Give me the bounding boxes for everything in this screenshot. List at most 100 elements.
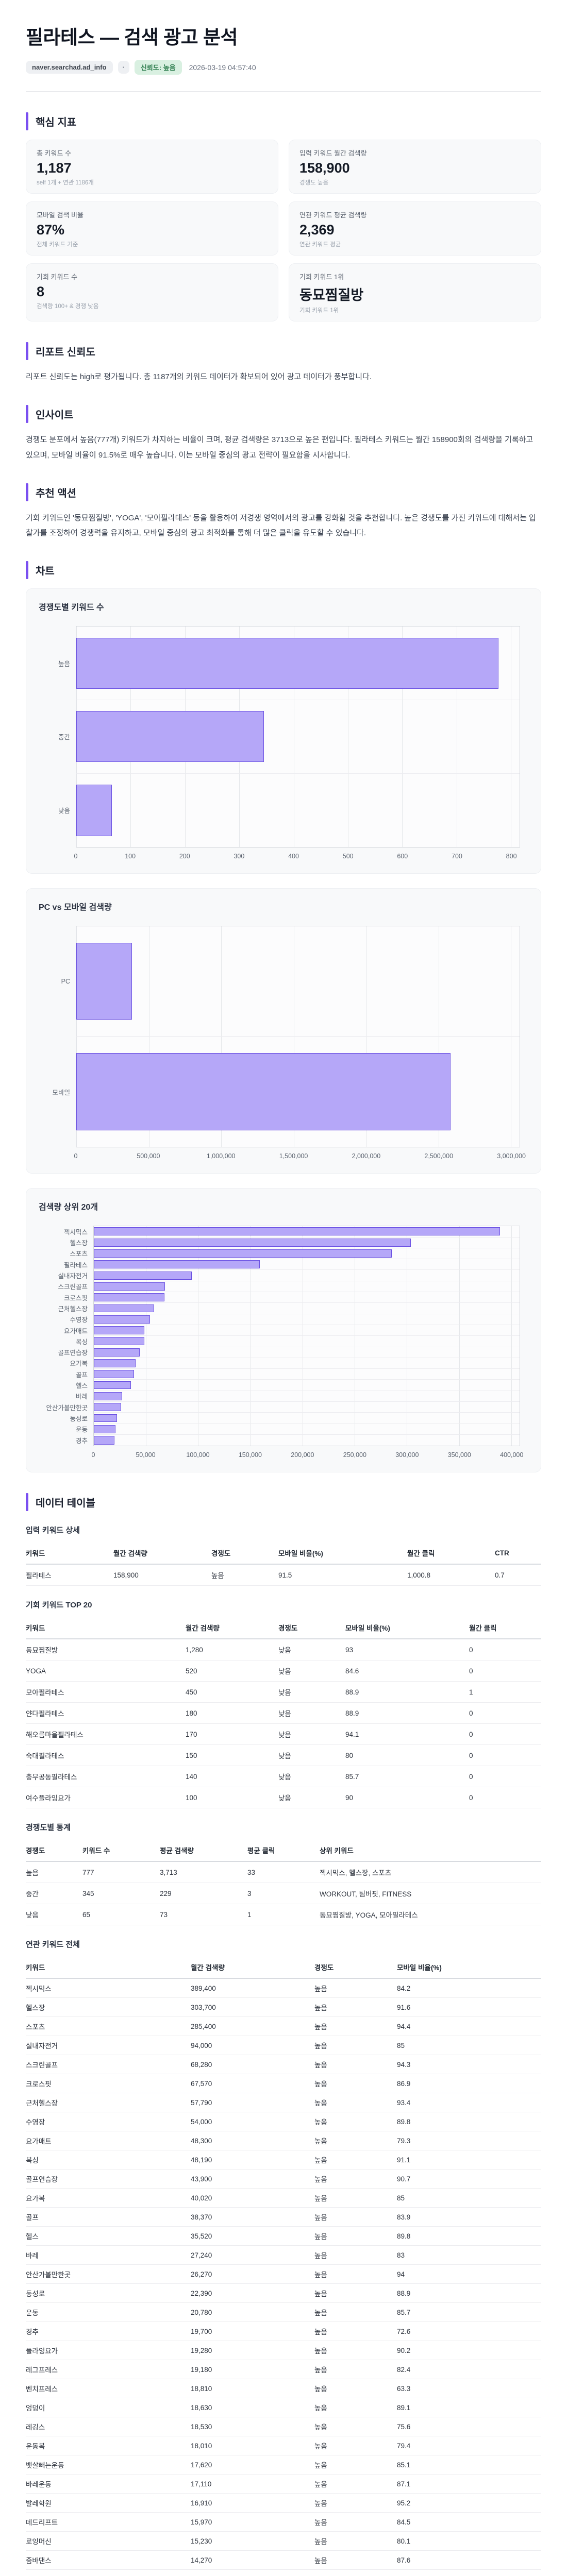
table-cell: 26,270 <box>191 2264 314 2284</box>
bar <box>94 1249 392 1258</box>
chart-band: 헬스장 <box>70 1238 520 1248</box>
table-cell: 높음 <box>26 1861 82 1884</box>
table-cell: 엉덩이 <box>26 2398 191 2418</box>
table-cell: 높음 <box>314 2207 397 2227</box>
table-cell: 높음 <box>314 2550 397 2570</box>
table-input-keyword-detail: 키워드 월간 검색량 경쟁도 모바일 비율(%) 월간 클릭 CTR 필라테스 158,900… <box>26 1541 541 1586</box>
table-cell: 22,390 <box>191 2283 314 2303</box>
y-category-label: 안산가볼만한곳 <box>46 1404 88 1412</box>
bar <box>94 1304 154 1313</box>
table-row: 운동 20,780 높음 85.7 <box>26 2302 541 2323</box>
table-cell: 88.9 <box>345 1702 469 1724</box>
table-row: 필라테스 158,900 높음 91.5 1,000.8 0.7 <box>26 1564 541 1586</box>
x-tick-label: 2,000,000 <box>352 1153 381 1160</box>
chart-plot-area: PC 모바일 <box>52 926 520 1148</box>
table-cell: 85.7 <box>345 1766 469 1788</box>
x-tick-label: 500 <box>342 853 354 860</box>
chart-card-pc-vs-mobile: PC vs 모바일 검색량 PC 모바일 0 500,000 1,000,000 1,5… <box>26 888 541 1174</box>
table-cell: 스포츠 <box>26 2016 191 2037</box>
column-header: 키워드 <box>26 1956 191 1979</box>
table-row: 수영장 54,000 높음 89.8 <box>26 2112 541 2132</box>
column-header: CTR <box>495 1541 541 1565</box>
column-header: 월간 검색량 <box>113 1541 211 1565</box>
table-row: 벤치프레스 18,810 높음 63.3 <box>26 2379 541 2399</box>
chart-band: 운동 <box>76 1424 520 1435</box>
metric-label: 연관 키워드 평균 검색량 <box>299 211 367 219</box>
bar <box>94 1359 136 1367</box>
chart-x-axis: 0 50,000 100,000 150,000 200,000 250,000 300,0… <box>92 1446 524 1463</box>
table-cell: 높음 <box>314 2036 397 2056</box>
metric-card: 연관 키워드 평균 검색량 2,369 연관 키워드 평균 <box>289 201 541 256</box>
chart-band: 골프연습장 <box>58 1347 520 1358</box>
table-cell: 벤치프레스 <box>26 2379 191 2399</box>
metric-value: 2,369 <box>299 222 335 238</box>
table-cell: 근처헬스장 <box>26 2093 191 2113</box>
x-tick-label: 0 <box>74 853 78 860</box>
table-row: 바레 27,240 높음 83 <box>26 2245 541 2265</box>
table-cell: 229 <box>160 1883 247 1905</box>
table-row: 모아필라테스 450 낮음 88.9 1 <box>26 1681 541 1703</box>
table-row: 안산가볼만한곳 26,270 높음 94 <box>26 2264 541 2284</box>
table-cell: 높음 <box>314 2055 397 2075</box>
table-cell: 54,000 <box>191 2112 314 2132</box>
table-row: 운동복 18,010 높음 79.4 <box>26 2436 541 2456</box>
table-cell: 85.7 <box>397 2302 541 2323</box>
accent-bar <box>26 1493 28 1512</box>
table-cell: 16,910 <box>191 2493 314 2513</box>
table-cell: 72.6 <box>397 2321 541 2342</box>
bar <box>94 1403 122 1412</box>
table-cell: 플라잉요가 <box>26 2341 191 2361</box>
column-header: 월간 클릭 <box>469 1616 541 1640</box>
section-body: 기회 키워드인 '동묘찜질방', 'YOGA', '모아필라테스' 등을 활용하… <box>26 513 536 537</box>
column-header: 키워드 <box>26 1616 186 1640</box>
accent-bar <box>26 112 28 130</box>
table-row: 플라잉요가 19,280 높음 90.2 <box>26 2341 541 2361</box>
table-cell: 94.3 <box>397 2055 541 2075</box>
table-row: 높음 777 3,713 33 젝시믹스, 헬스장, 스포츠 <box>26 1861 541 1884</box>
column-header: 월간 검색량 <box>186 1616 278 1640</box>
bar <box>94 1414 118 1422</box>
table-cell: 높음 <box>314 2283 397 2303</box>
table-opportunity-top20: 키워드 월간 검색량 경쟁도 모바일 비율(%) 월간 클릭 동묘찜질방 1,280 낮음 93… <box>26 1616 541 1809</box>
y-category-label: 중간 <box>58 734 70 741</box>
table-cell: 동성로 <box>26 2283 191 2303</box>
section-title: 차트 <box>36 566 55 578</box>
table-row: 크로스핏 67,570 높음 86.9 <box>26 2074 541 2094</box>
table-cell: 높음 <box>314 2417 397 2437</box>
table-cell: 로잉머신 <box>26 2531 191 2551</box>
table-cell: 18,630 <box>191 2398 314 2418</box>
table-cell: 17,110 <box>191 2474 314 2494</box>
column-header: 월간 클릭 <box>407 1541 495 1565</box>
table-cell: 높음 <box>314 2455 397 2475</box>
table-cell: 40,020 <box>191 2188 314 2208</box>
table-cell: 520 <box>186 1660 278 1682</box>
x-tick-label: 50,000 <box>136 1451 156 1459</box>
table-row: 줌바댄스 14,270 높음 87.6 <box>26 2550 541 2570</box>
table-cell: 90.2 <box>397 2341 541 2361</box>
table-cell: 1 <box>247 1904 320 1926</box>
table-cell: 높음 <box>314 2093 397 2113</box>
metric-value: 158,900 <box>299 160 350 176</box>
table-cell: 14,060 <box>191 2569 314 2576</box>
table-row: 얀다필라테스 180 낮음 88.9 0 <box>26 1702 541 1724</box>
header-divider <box>26 91 541 92</box>
table-cell: 82.4 <box>397 2360 541 2380</box>
table-cell: 1,000.8 <box>407 1564 495 1586</box>
table-row: 바레운동 17,110 높음 87.1 <box>26 2474 541 2494</box>
table-row: 레깅스 18,530 높음 75.6 <box>26 2417 541 2437</box>
bar <box>94 1370 134 1379</box>
table-cell: 89.8 <box>397 2112 541 2132</box>
table-cell: 높음 <box>314 2398 397 2418</box>
table-cell: 170 <box>186 1723 278 1745</box>
x-tick-label: 250,000 <box>343 1451 366 1459</box>
accent-bar <box>26 405 28 423</box>
chart-band: 스크린골프 <box>58 1281 520 1293</box>
table-row: 복싱 48,190 높음 91.1 <box>26 2150 541 2170</box>
chart-band: 크로스핏 <box>64 1292 520 1303</box>
x-tick-label: 2,500,000 <box>424 1153 454 1160</box>
table-cell: 복싱 <box>26 2150 191 2170</box>
table-cell: 43,900 <box>191 2169 314 2189</box>
table-cell: 낮음 <box>278 1723 345 1745</box>
table-cell: 여수플라잉요가 <box>26 1787 186 1809</box>
y-category-label: 크로스핏 <box>63 1294 88 1302</box>
